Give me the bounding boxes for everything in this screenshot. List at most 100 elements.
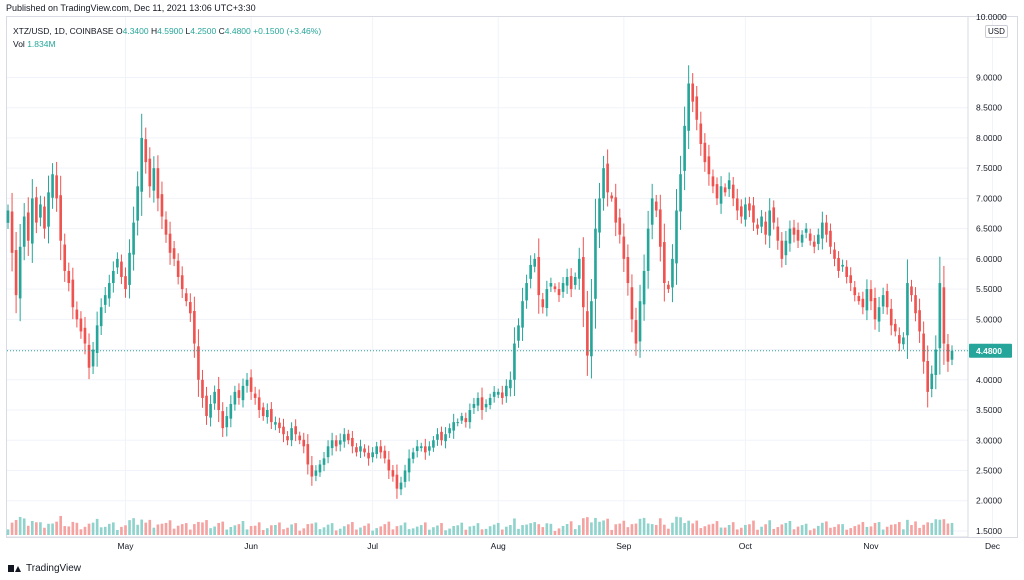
candle-body [35, 197, 38, 223]
candle-body [857, 295, 861, 302]
volume-bar [812, 528, 816, 535]
candle-body [428, 446, 431, 451]
candle-body [590, 301, 593, 357]
change-value: +0.1500 (+3.46%) [253, 26, 322, 36]
candle-body [209, 403, 212, 418]
candle-body [671, 258, 674, 288]
volume-bar [359, 527, 362, 535]
volume-bar [338, 528, 342, 535]
volume-bar [946, 523, 950, 535]
y-tick-label: 3.0000 [976, 435, 1002, 445]
candle-body [889, 308, 893, 326]
volume-bar [39, 522, 42, 535]
candle-body [338, 440, 342, 445]
volume-bar [910, 524, 913, 535]
volume-bar [586, 517, 589, 535]
open-value: 4.3400 [122, 26, 149, 36]
volume-bar [59, 515, 62, 535]
candle-body [399, 482, 403, 490]
volume-value: 1.834M [27, 39, 56, 49]
candle-body [322, 458, 326, 465]
candle-body [679, 174, 682, 212]
y-tick-label: 5.5000 [976, 284, 1002, 294]
volume-bar [727, 524, 731, 535]
volume-bar [112, 522, 115, 535]
candle-body [152, 168, 156, 191]
low-value: 4.2500 [190, 26, 217, 36]
candle-body [347, 433, 350, 441]
volume-bar [646, 523, 650, 535]
volume-bar [334, 530, 338, 535]
chart-frame[interactable] [6, 16, 1018, 538]
y-tick-label: 8.0000 [976, 133, 1002, 143]
candle-body [731, 184, 735, 199]
candle-body [298, 435, 302, 441]
candle-body [630, 287, 634, 320]
candle-body [626, 257, 630, 284]
volume-bar [448, 528, 451, 535]
ohlc-row: XTZ/USD, 1D, COINBASE O4.3400 H4.5900 L4… [13, 25, 321, 38]
candle-body [804, 228, 808, 233]
volume-bar [764, 524, 767, 535]
volume-bar [663, 524, 666, 535]
volume-bar [505, 526, 508, 535]
volume-bar [403, 522, 407, 535]
volume-bar [525, 524, 528, 535]
candle-body [318, 464, 322, 473]
candle-body [768, 210, 771, 236]
volume-bar [816, 525, 820, 535]
candle-body [351, 437, 354, 447]
candle-body [719, 186, 723, 204]
volume-bar [833, 526, 836, 535]
candle-body [784, 240, 788, 256]
candle-body [270, 408, 273, 423]
y-tick-label-top: 10.0000 [976, 12, 1007, 22]
candle-body [371, 452, 374, 458]
volume-bar [6, 529, 10, 535]
volume-bar [355, 529, 358, 535]
candle-body [468, 410, 472, 423]
candle-body [112, 270, 115, 284]
candle-body [910, 286, 913, 296]
candle-body [403, 470, 407, 482]
candle-body [456, 422, 460, 424]
candle-body [419, 446, 423, 449]
candle-body [780, 240, 784, 259]
candle-body [55, 175, 58, 199]
volume-bar [630, 524, 634, 535]
candle-body [796, 229, 800, 241]
current-price-tag[interactable] [969, 343, 1012, 358]
volume-row: Vol 1.834M [13, 38, 321, 51]
candle-body [314, 470, 318, 476]
volume-bar [788, 520, 792, 535]
candle-body [634, 320, 638, 344]
candle-body [808, 233, 812, 241]
volume-bar [748, 524, 751, 535]
volume-bar [675, 516, 678, 535]
candle-body [561, 283, 565, 292]
candle-body [663, 242, 666, 284]
high-key: H [150, 26, 158, 36]
symbol-label[interactable]: XTZ/USD, 1D, COINBASE [13, 26, 114, 36]
candle-body [654, 201, 658, 211]
candle-body [573, 277, 577, 285]
x-tick-label: Jun [244, 541, 258, 551]
candle-body [432, 440, 435, 448]
volume-bar [679, 517, 682, 535]
volume-key: Vol [13, 39, 25, 49]
candle-body [213, 391, 216, 404]
candle-body [549, 283, 553, 287]
volume-bar [541, 527, 545, 535]
candle-body [253, 393, 257, 398]
currency-label[interactable]: USD [985, 25, 1008, 38]
candle-body [75, 309, 79, 320]
candle-body [557, 289, 561, 296]
candle-body [334, 440, 338, 447]
candle-body [586, 311, 589, 356]
volume-bar [707, 524, 711, 535]
volume-bar [602, 520, 605, 535]
volume-bar [253, 525, 257, 535]
candle-body [472, 403, 476, 408]
candle-body [942, 287, 946, 344]
